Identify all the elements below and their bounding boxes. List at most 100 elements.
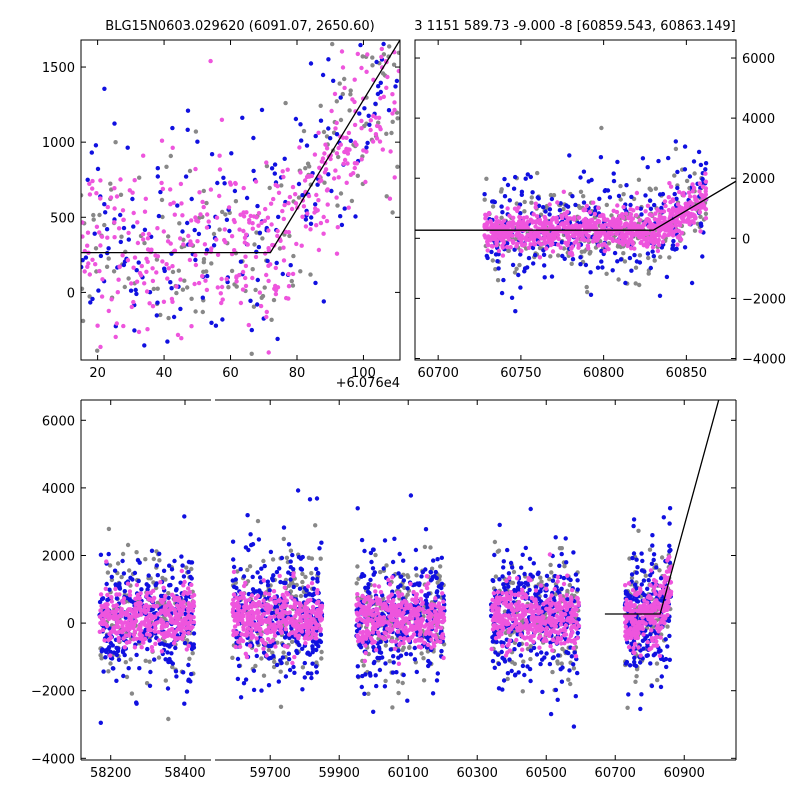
data-point <box>336 145 341 151</box>
data-point <box>416 626 421 631</box>
data-point <box>132 255 138 260</box>
data-point <box>251 304 257 309</box>
data-point <box>396 68 400 74</box>
data-point <box>364 145 369 150</box>
data-point <box>410 597 415 602</box>
data-point <box>522 199 527 205</box>
data-point <box>122 284 127 290</box>
data-point <box>168 202 173 207</box>
data-point <box>429 637 434 642</box>
data-point <box>276 214 281 220</box>
data-point <box>137 666 142 671</box>
y-tick-label: 2000 <box>742 172 775 187</box>
data-point <box>250 221 255 226</box>
data-point <box>176 636 181 641</box>
data-point <box>233 181 238 186</box>
data-point <box>388 149 393 154</box>
data-point <box>255 570 260 575</box>
data-point <box>256 537 262 542</box>
data-point <box>341 161 346 166</box>
data-point <box>253 596 258 601</box>
data-point <box>273 288 279 293</box>
data-point <box>396 648 401 653</box>
data-point <box>412 657 418 662</box>
data-point <box>602 248 607 254</box>
data-point <box>185 285 190 290</box>
data-point <box>523 176 528 181</box>
data-point <box>97 212 102 218</box>
data-point <box>165 339 170 344</box>
data-point <box>156 655 162 660</box>
data-point <box>692 228 698 233</box>
series-pink <box>354 574 447 666</box>
data-point <box>439 585 444 591</box>
data-point <box>374 59 379 65</box>
data-point <box>220 297 225 302</box>
data-point <box>262 285 267 290</box>
x-tick-label: 60850 <box>666 366 707 381</box>
data-point <box>435 624 440 630</box>
data-point <box>261 673 267 678</box>
data-point <box>259 688 264 693</box>
data-point <box>390 210 395 215</box>
data-point <box>275 228 280 234</box>
data-point <box>289 595 294 600</box>
data-point <box>314 624 319 629</box>
data-point <box>303 610 309 616</box>
data-point <box>180 287 186 292</box>
data-point <box>296 554 302 560</box>
data-point <box>262 218 267 223</box>
data-point <box>245 567 250 573</box>
data-point <box>186 569 191 575</box>
data-point <box>155 300 160 305</box>
data-point <box>379 611 385 617</box>
data-point <box>278 658 283 663</box>
data-point <box>605 188 611 193</box>
data-point <box>360 572 365 577</box>
data-point <box>648 265 653 271</box>
data-point <box>314 601 320 606</box>
data-point <box>130 196 135 202</box>
data-point <box>376 115 382 121</box>
data-point <box>565 204 571 209</box>
data-point <box>98 720 103 725</box>
data-point <box>186 620 192 626</box>
data-point <box>273 265 278 271</box>
data-point <box>188 239 193 244</box>
data-point <box>570 257 576 262</box>
data-point <box>373 552 378 558</box>
data-point <box>97 629 102 634</box>
data-point <box>100 627 106 633</box>
data-point <box>104 649 109 655</box>
data-point <box>531 261 536 266</box>
x-tick-label: 80 <box>289 366 306 381</box>
data-point <box>108 635 114 640</box>
data-point <box>147 632 152 638</box>
data-point <box>240 269 246 275</box>
data-point <box>97 230 102 235</box>
data-point <box>315 576 320 582</box>
x-tick-label: 100 <box>351 366 376 381</box>
data-point <box>291 584 296 590</box>
data-point <box>334 251 340 256</box>
data-point <box>87 181 92 186</box>
data-point <box>276 620 281 625</box>
data-point <box>405 698 410 703</box>
data-point <box>106 526 112 532</box>
data-point <box>413 566 419 571</box>
data-point <box>373 647 379 653</box>
data-point <box>305 671 311 676</box>
data-point <box>107 631 112 637</box>
plot-area-top-right <box>415 125 736 314</box>
data-point <box>154 270 159 275</box>
data-point <box>390 111 395 116</box>
data-point <box>359 126 364 131</box>
data-point <box>646 255 651 261</box>
data-point <box>560 221 566 227</box>
data-point <box>105 235 110 240</box>
series-pink <box>97 559 197 658</box>
data-point <box>243 263 249 269</box>
data-point <box>171 314 177 320</box>
data-point <box>570 194 575 199</box>
data-point <box>109 595 114 600</box>
